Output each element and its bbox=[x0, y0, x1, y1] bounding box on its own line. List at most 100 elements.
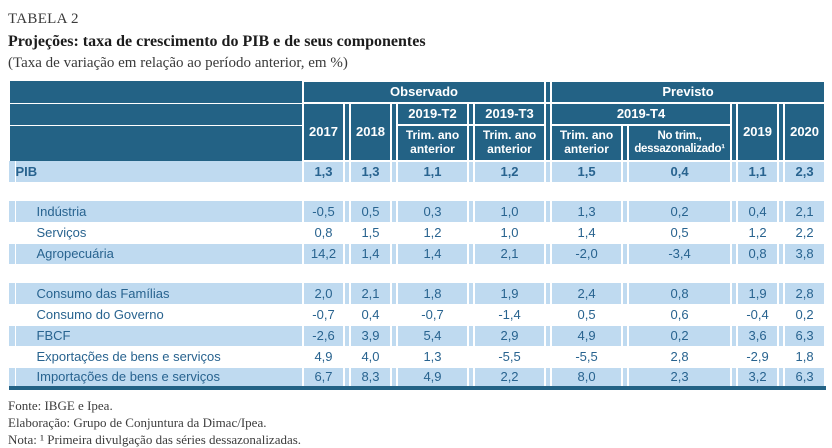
row-indent-strip bbox=[9, 346, 16, 368]
column-spacer bbox=[731, 346, 738, 368]
header-corner bbox=[8, 81, 304, 103]
row-label: Agropecuária bbox=[15, 243, 304, 265]
cell-value: 0,8 bbox=[627, 283, 733, 305]
column-spacer bbox=[731, 367, 738, 390]
table-row: PIB 1,3 1,3 1,1 1,2 1,5 0,4 1,1 2,3 bbox=[9, 161, 827, 183]
column-spacer bbox=[344, 367, 350, 390]
cell-value: 2,1 bbox=[349, 283, 392, 305]
column-spacer bbox=[622, 222, 629, 244]
col-header-2019: 2019 bbox=[736, 102, 780, 162]
column-spacer bbox=[622, 201, 629, 223]
column-spacer bbox=[344, 222, 350, 244]
cell-value: 4,9 bbox=[396, 367, 469, 390]
column-spacer bbox=[778, 304, 785, 326]
column-spacer bbox=[731, 325, 738, 347]
cell-value: -5,5 bbox=[550, 346, 624, 368]
column-spacer bbox=[468, 161, 474, 183]
column-spacer bbox=[731, 222, 738, 244]
cell-value: 1,4 bbox=[550, 222, 624, 244]
table-body: PIB 1,3 1,3 1,1 1,2 1,5 0,4 1,1 2,3 Indústria -0,5… bbox=[9, 161, 827, 390]
column-spacer bbox=[778, 325, 785, 347]
cell-value: -1,4 bbox=[472, 304, 547, 326]
cell-value: 1,2 bbox=[736, 222, 780, 244]
row-label: Indústria bbox=[15, 201, 304, 223]
column-spacer bbox=[391, 161, 397, 183]
cell-value: 4,0 bbox=[349, 346, 392, 368]
column-spacer bbox=[545, 346, 552, 368]
group-header-2019-t4: 2019-T4 bbox=[550, 102, 733, 126]
section-header-previsto: Previsto bbox=[550, 80, 827, 104]
row-label: Importações de bens e serviços bbox=[15, 367, 304, 390]
column-spacer bbox=[468, 201, 474, 223]
column-spacer bbox=[545, 283, 552, 305]
cell-value: 2,8 bbox=[627, 346, 733, 368]
cell-value: 1,2 bbox=[472, 161, 547, 183]
header-corner bbox=[8, 124, 304, 161]
column-spacer bbox=[622, 346, 629, 368]
row-label: Consumo do Governo bbox=[15, 304, 304, 326]
column-spacer bbox=[468, 325, 474, 347]
table-header: Observado Previsto 2017 2018 2019-T2 201… bbox=[8, 80, 827, 162]
cell-value: 2,9 bbox=[472, 325, 547, 347]
column-spacer bbox=[622, 283, 629, 305]
column-spacer bbox=[468, 346, 474, 368]
cell-value: 1,0 bbox=[472, 201, 547, 223]
cell-value: 1,1 bbox=[396, 161, 469, 183]
cell-value: 8,0 bbox=[550, 367, 624, 390]
cell-value: 1,4 bbox=[396, 243, 469, 265]
col-header-t3-trim-ano-anterior: Trim. ano anterior bbox=[472, 124, 547, 162]
group-header-2019-t2: 2019-T2 bbox=[396, 102, 469, 126]
cell-value: 0,5 bbox=[550, 304, 624, 326]
col-header-t2-trim-ano-anterior: Trim. ano anterior bbox=[396, 124, 469, 162]
cell-value: 6,3 bbox=[783, 367, 827, 390]
column-spacer bbox=[545, 161, 552, 183]
cell-value: 2,8 bbox=[783, 283, 827, 305]
table-row: Consumo das Famílias 2,0 2,1 1,8 1,9 2,4 0,8 1,… bbox=[9, 283, 827, 305]
col-header-2017: 2017 bbox=[302, 102, 345, 162]
cell-value: 0,6 bbox=[627, 304, 733, 326]
table-subtitle: (Taxa de variação em relação ao período … bbox=[8, 55, 348, 71]
cell-value: 0,8 bbox=[736, 243, 780, 265]
cell-value: -5,5 bbox=[472, 346, 547, 368]
column-spacer bbox=[545, 304, 552, 326]
cell-value: 4,9 bbox=[550, 325, 624, 347]
row-label: Consumo das Famílias bbox=[15, 283, 304, 305]
table-footer: Fonte: IBGE e Ipea. Elaboração: Grupo de… bbox=[8, 397, 824, 448]
header-corner bbox=[8, 102, 304, 125]
header-spacer bbox=[467, 102, 475, 126]
cell-value: 0,3 bbox=[396, 201, 469, 223]
cell-value: -0,7 bbox=[396, 304, 469, 326]
cell-value: 0,4 bbox=[736, 201, 780, 223]
spacer-cell bbox=[9, 182, 826, 201]
column-spacer bbox=[545, 201, 552, 223]
group-header-2019-t3: 2019-T3 bbox=[472, 102, 547, 126]
cell-value: 0,2 bbox=[783, 304, 827, 326]
table-title: Projeções: taxa de crescimento do PIB e … bbox=[8, 33, 426, 50]
column-spacer bbox=[391, 367, 397, 390]
column-spacer bbox=[468, 243, 474, 265]
column-spacer bbox=[391, 304, 397, 326]
table-row: Exportações de bens e serviços 4,9 4,0 1,3-… bbox=[9, 346, 827, 368]
spacer-cell bbox=[9, 264, 826, 283]
column-spacer bbox=[778, 243, 785, 265]
column-spacer bbox=[731, 304, 738, 326]
column-spacer bbox=[344, 346, 350, 368]
spacer-row bbox=[9, 182, 826, 201]
cell-value: 6,3 bbox=[783, 325, 827, 347]
column-spacer bbox=[344, 243, 350, 265]
column-spacer bbox=[391, 325, 397, 347]
table-row: Serviços 0,8 1,5 1,2 1,0 1,4 0,5 1,2 2,2 bbox=[9, 222, 827, 244]
cell-value: 1,8 bbox=[396, 283, 469, 305]
cell-value: 14,2 bbox=[302, 243, 345, 265]
row-label: Exportações de bens e serviços bbox=[15, 346, 304, 368]
column-spacer bbox=[622, 243, 629, 265]
cell-value: 0,4 bbox=[349, 304, 392, 326]
cell-value: 1,9 bbox=[472, 283, 547, 305]
header-spacer bbox=[467, 124, 475, 162]
column-spacer bbox=[622, 325, 629, 347]
cell-value: 3,8 bbox=[783, 243, 827, 265]
col-header-no-trim-dessazonalizado: No trim., dessazonalizado¹ bbox=[627, 124, 733, 162]
column-spacer bbox=[344, 325, 350, 347]
spacer-row bbox=[9, 264, 826, 283]
footer-fonte: Fonte: IBGE e Ipea. bbox=[8, 398, 113, 413]
